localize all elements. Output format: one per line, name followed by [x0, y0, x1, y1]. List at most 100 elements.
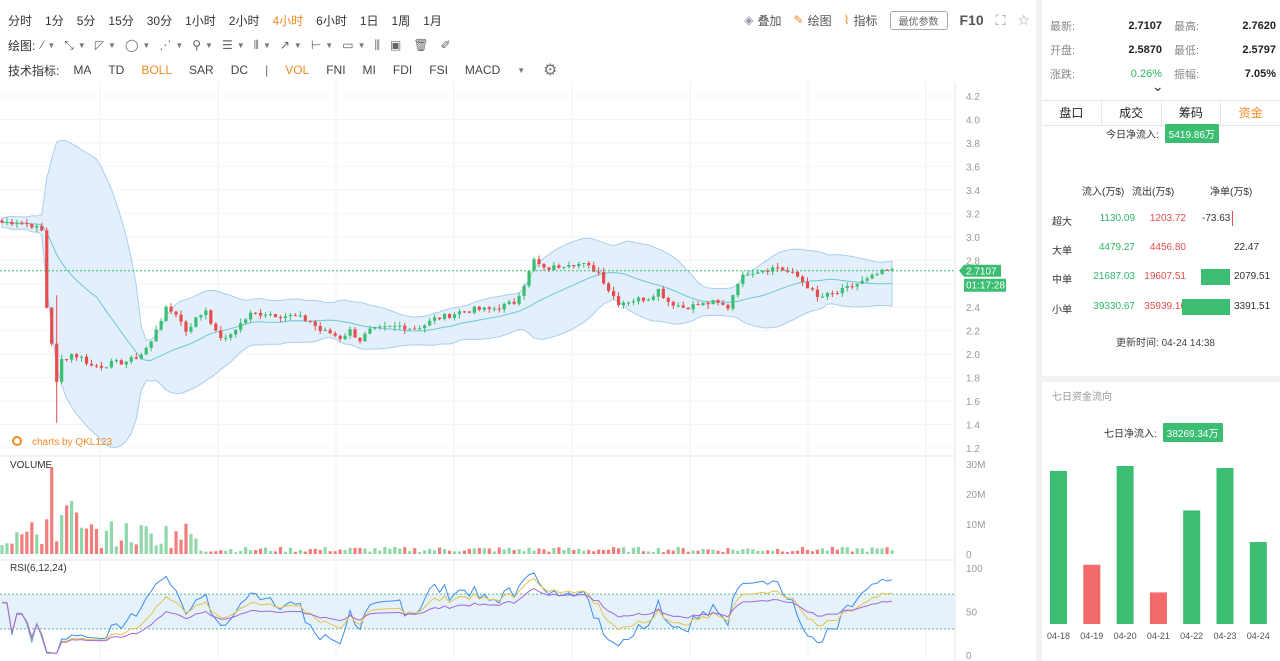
candle-body	[94, 365, 99, 367]
star-icon[interactable]: ☆	[1017, 11, 1030, 28]
indicator-dc[interactable]: DC	[230, 63, 249, 77]
tab-chips[interactable]: 筹码	[1162, 101, 1222, 125]
timeframe-2[interactable]: 5分	[76, 13, 96, 28]
chevron-down-icon[interactable]: ▼	[77, 40, 86, 50]
indicator-td[interactable]: TD	[108, 63, 125, 77]
indicator-vol[interactable]: VOL	[285, 63, 310, 77]
volume-bar	[219, 550, 223, 554]
chevron-down-icon[interactable]: ▼	[108, 40, 116, 50]
candle-body	[562, 266, 566, 268]
indicator-macd[interactable]: MACD	[464, 63, 501, 77]
candle-body	[711, 299, 715, 305]
indicator-mi[interactable]: MI	[362, 63, 376, 77]
overlay-button[interactable]: ◈ 叠加	[744, 13, 782, 28]
chevron-down-icon[interactable]: ▼	[47, 40, 56, 50]
indicator-sar[interactable]: SAR	[189, 63, 214, 77]
price-tick-label: 1.2	[966, 444, 980, 455]
tab-funds[interactable]: 资金	[1238, 106, 1263, 120]
eraser-icon[interactable]: ✐	[440, 38, 451, 52]
line-tool-icon[interactable]: ⁄	[41, 38, 44, 52]
volume-bar	[199, 550, 203, 554]
seven-day-label: 04-24	[1247, 631, 1270, 641]
chevron-down-icon[interactable]: ▼	[262, 40, 271, 50]
chevron-down-icon[interactable]: ▼	[142, 40, 151, 50]
volume-bar	[234, 552, 238, 554]
chevron-down-icon[interactable]: ▼	[175, 40, 184, 50]
seven-day-label: 04-20	[1114, 631, 1137, 641]
bar-tool-icon[interactable]: ⫼	[374, 37, 381, 52]
indicator-button[interactable]: ⌇ 指标	[843, 13, 878, 28]
draw-button[interactable]: ✎ 绘图	[793, 13, 832, 28]
candle-body	[10, 221, 14, 225]
fib-tool-icon[interactable]: ☰	[221, 38, 233, 52]
timeframe-1[interactable]: 1分	[45, 13, 64, 28]
bollinger-band	[1, 139, 893, 448]
today-net-label: 今日净流入:	[1106, 130, 1159, 141]
volume-bar	[278, 546, 283, 554]
trash-icon[interactable]: 🗑	[413, 38, 429, 52]
parallel-tool-icon[interactable]: ⦀	[253, 37, 259, 52]
timeframe-7[interactable]: 4小时	[272, 13, 304, 28]
chevron-down-icon[interactable]: ▼	[236, 40, 245, 50]
volume-bar	[5, 543, 9, 554]
candle-body	[651, 296, 655, 300]
indicator-fdi[interactable]: FDI	[392, 63, 413, 77]
candle-body	[835, 293, 839, 295]
measure-tool-icon[interactable]: ⊢	[310, 38, 322, 52]
volume-bar	[731, 549, 735, 554]
chevron-down-icon[interactable]: ▼	[357, 40, 366, 50]
triangle-tool-icon[interactable]: ◸	[94, 38, 105, 52]
chevron-down-icon[interactable]: ▼	[517, 65, 526, 75]
timeframe-3[interactable]: 15分	[108, 13, 134, 28]
timeframe-4[interactable]: 30分	[146, 13, 173, 28]
chevron-down-icon[interactable]: ▼	[205, 40, 213, 50]
candle-body	[840, 288, 844, 294]
candle-body	[139, 354, 143, 359]
candle-body	[432, 317, 437, 321]
timeframe-10[interactable]: 1周	[391, 13, 411, 28]
timeframe-9[interactable]: 1日	[359, 13, 379, 28]
candle-body	[482, 307, 486, 310]
timeframe-5[interactable]: 1小时	[185, 13, 216, 28]
arrow-tool-icon[interactable]: ↗	[279, 38, 290, 52]
fullscreen-icon[interactable]: ⛶	[995, 11, 1006, 28]
candle-body	[413, 328, 417, 330]
timeframe-8[interactable]: 6小时	[316, 13, 347, 28]
high-label: 最高:	[1174, 21, 1200, 33]
indicator-fsi[interactable]: FSI	[429, 63, 448, 77]
candle-body	[89, 363, 94, 366]
ray-tool-icon[interactable]: ⤡	[64, 37, 74, 52]
indicators-label: 技术指标:	[8, 63, 60, 78]
circle-tool-icon[interactable]: ◯	[124, 38, 139, 52]
best-params-button[interactable]: 最优参数	[889, 10, 948, 30]
chart-icon: ⌇	[843, 13, 850, 27]
volume-bar	[482, 548, 486, 554]
volume-bar	[706, 549, 710, 554]
tab-trades[interactable]: 成交	[1102, 101, 1162, 125]
chevron-down-icon[interactable]: ▼	[293, 40, 302, 50]
tab-orderbook[interactable]: 盘口	[1042, 101, 1102, 125]
timeframe-11[interactable]: 1月	[423, 13, 442, 28]
pattern-tool-icon[interactable]: ⚲	[192, 38, 202, 52]
indicator-ma[interactable]: MA	[73, 63, 92, 77]
indicator-fni[interactable]: FNI	[326, 63, 346, 77]
comment-tool-icon[interactable]: ▭	[342, 38, 354, 52]
price-chart[interactable]: 4.24.03.83.63.43.23.02.82.62.42.22.01.81…	[0, 82, 1036, 661]
image-tool-icon[interactable]: ▣	[390, 38, 402, 52]
timeframe-6[interactable]: 2小时	[228, 13, 260, 28]
chevron-down-icon[interactable]: ▼	[325, 40, 334, 50]
qkl-logo-icon	[12, 436, 22, 446]
volume-bar	[129, 542, 133, 554]
f10-button[interactable]: F10	[959, 12, 984, 28]
timeframe-0[interactable]: 分时	[8, 13, 33, 28]
volume-bar	[393, 546, 397, 554]
volume-bar	[860, 548, 864, 554]
seven-day-net-inflow: 七日净流入: 38269.34万	[1104, 423, 1223, 442]
candle-body	[577, 263, 581, 267]
chevron-down-icon[interactable]: ⌄	[1152, 78, 1164, 94]
volume-bar	[666, 549, 670, 554]
indicator-boll[interactable]: BOLL	[141, 63, 173, 77]
gear-icon[interactable]: ⚙	[543, 62, 558, 79]
wave-tool-icon[interactable]: ⋰	[159, 38, 172, 52]
volume-bar	[258, 548, 263, 554]
